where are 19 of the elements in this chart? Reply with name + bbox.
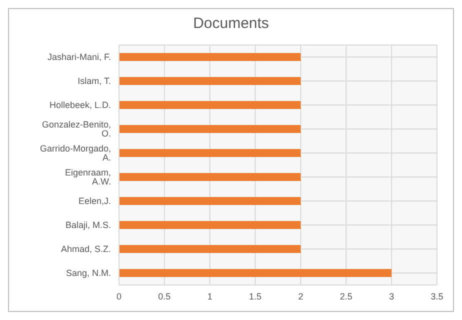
x-tick-label: 2	[298, 291, 304, 302]
y-tick-label: Ahmad, S.Z.	[60, 244, 111, 254]
x-tick-label: 0.5	[158, 291, 171, 302]
y-tick-label: Islam, T.	[78, 76, 111, 86]
y-tick-label: Jashari-Mani, F.	[47, 52, 111, 62]
x-tick-label: 1.5	[249, 291, 262, 302]
y-tick-label: Garrido-Morgado, A.	[40, 144, 111, 163]
y-tick-label: Gonzalez-Benito, O.	[42, 120, 111, 139]
x-tick-label: 1	[207, 291, 212, 302]
x-tick-label: 0	[116, 291, 122, 302]
chart-title: Documents	[192, 14, 270, 34]
x-tick-label: 3.5	[430, 291, 444, 302]
y-tick-label: Eelen,J.	[78, 196, 111, 206]
y-tick-label: Sang, N.M.	[66, 268, 111, 278]
y-tick-label: Balaji, M.S.	[65, 220, 111, 230]
y-tick-label: Eigenraam, A.W.	[64, 168, 111, 187]
x-tick-label: 3	[389, 291, 394, 302]
y-tick-label: Hollebeek, L.D.	[49, 100, 111, 110]
x-tick-label: 2.5	[340, 291, 352, 302]
